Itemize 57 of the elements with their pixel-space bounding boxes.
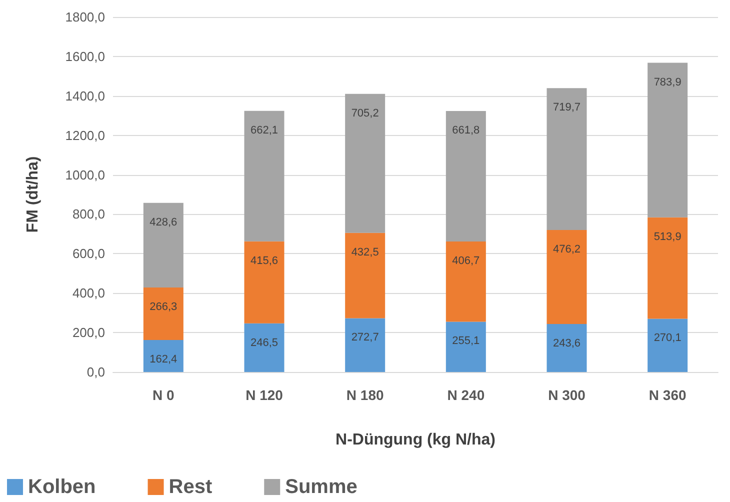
bar: [345, 94, 386, 233]
y-tick-label: 0,0: [86, 364, 105, 380]
bar: [244, 323, 284, 372]
x-tick-label: N 180: [346, 387, 384, 403]
y-tick-label: 1000,0: [65, 167, 105, 182]
bar: [143, 287, 184, 340]
y-tick-label: 1200,0: [65, 128, 105, 143]
legend-label: Kolben: [28, 476, 96, 498]
bar: [546, 324, 587, 372]
data-label: 432,5: [351, 246, 379, 258]
data-label: 661,8: [452, 124, 480, 136]
bar: [143, 202, 184, 288]
y-tick-label: 1600,0: [65, 48, 105, 64]
bar: [446, 241, 486, 322]
y-tick-label: 1400,0: [65, 88, 105, 104]
data-label: 783,9: [654, 76, 682, 88]
data-label: 270,1: [654, 332, 682, 344]
y-axis-title: FM (dt/ha): [24, 156, 42, 233]
data-label: 705,2: [351, 107, 379, 120]
bar: [244, 241, 284, 324]
x-tick-label: N 120: [246, 387, 284, 403]
bar: [648, 217, 688, 319]
y-tick-label: 600,0: [72, 246, 105, 262]
data-label: 719,7: [552, 102, 581, 114]
data-label: 266,3: [150, 300, 178, 313]
bar: [648, 62, 688, 218]
y-tick-label: 1800,0: [65, 10, 105, 24]
data-label: 272,7: [351, 332, 379, 344]
y-tick-label: 200,0: [72, 325, 105, 340]
data-label: 406,7: [452, 254, 480, 267]
bar: [546, 88, 587, 230]
data-label: 513,9: [654, 230, 682, 243]
x-axis-title: N-Düngung (kg N/ha): [336, 432, 496, 448]
y-tick-label: 400,0: [72, 286, 105, 301]
legend-label: Rest: [168, 476, 212, 498]
legend-label: Summe: [285, 476, 358, 498]
x-tick-label: N 240: [447, 387, 485, 403]
bar: [345, 232, 386, 318]
data-label: 476,2: [552, 244, 581, 256]
data-label: 662,1: [250, 124, 278, 136]
data-label: 255,1: [452, 335, 480, 348]
bar: [648, 318, 688, 372]
bar: [446, 110, 486, 242]
y-tick-label: 800,0: [72, 206, 105, 222]
x-tick-label: N 300: [548, 387, 586, 403]
data-label: 246,5: [250, 336, 278, 349]
data-label: 428,6: [150, 216, 178, 228]
bar: [446, 322, 486, 372]
bar: [546, 230, 587, 324]
x-tick-label: N 0: [152, 387, 175, 403]
bar: [143, 340, 184, 372]
bar: [244, 110, 284, 242]
data-label: 243,6: [552, 337, 581, 350]
bar: [345, 318, 386, 372]
x-tick-label: N 360: [648, 387, 686, 403]
data-label: 415,6: [250, 254, 278, 267]
data-label: 162,4: [150, 353, 178, 366]
